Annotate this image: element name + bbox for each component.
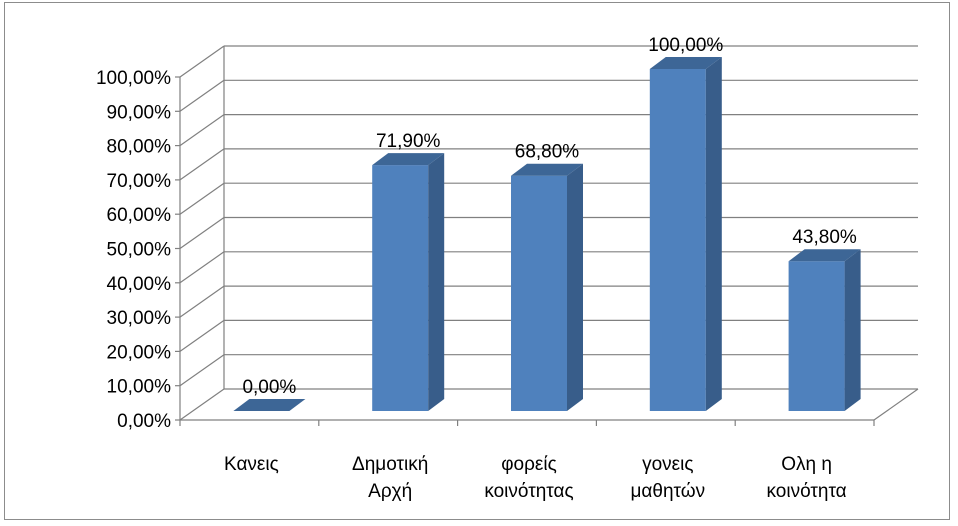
bar-front [511, 175, 567, 411]
y-tick-label: 0,00% [117, 411, 171, 432]
bar-side [844, 249, 861, 411]
bar [511, 163, 583, 411]
y-tick-label: 100,00% [96, 68, 171, 89]
bar [788, 249, 861, 411]
data-label: 68,80% [515, 142, 580, 163]
category-label: Κανεις [224, 454, 279, 475]
bar-side [705, 57, 722, 411]
data-label: 0,00% [242, 377, 296, 398]
y-tick-label: 30,00% [107, 308, 172, 329]
y-tick-label: 70,00% [107, 171, 172, 192]
gridline-diagonal [179, 217, 225, 249]
category-label: κοινότητας [484, 481, 573, 502]
bar-front [372, 165, 429, 411]
bar-front [788, 261, 845, 411]
bar-top [372, 153, 445, 166]
floor-edge [873, 388, 919, 421]
y-tick-label: 80,00% [107, 137, 172, 158]
y-axis-tick-labels: 0,00% 10,00% 20,00% 30,00% 40,00% 50,00% 60,00… [96, 68, 171, 432]
category-label: Ολη η [781, 454, 832, 475]
category-label: μαθητών [630, 481, 705, 502]
y-tick-label: 20,00% [107, 342, 172, 363]
gridline-diagonal [179, 251, 225, 284]
gridline-diagonal [179, 148, 225, 181]
category-label: Αρχή [368, 481, 412, 502]
y-tick-label: 40,00% [107, 274, 172, 295]
data-label: 100,00% [648, 35, 723, 56]
category-label: κοινότητα [767, 481, 847, 502]
bar [233, 399, 306, 411]
bar-top [788, 249, 861, 262]
data-label: 43,80% [792, 227, 857, 248]
bar [649, 57, 722, 411]
bar-top [511, 163, 583, 176]
gridline-diagonal [179, 114, 225, 147]
y-tick-label: 50,00% [107, 240, 172, 261]
data-label: 71,90% [376, 131, 441, 152]
bar-side [567, 163, 583, 411]
gridline-diagonal [179, 388, 225, 421]
bar-top [233, 399, 306, 411]
gridline-diagonal [179, 45, 225, 78]
bar-top [649, 57, 722, 69]
category-label: Δημοτική [352, 454, 428, 475]
gridline-diagonal [179, 354, 225, 387]
category-label: φορείς [501, 454, 557, 475]
gridline-diagonal [179, 285, 225, 318]
bar-front [649, 69, 706, 411]
y-tick-label: 10,00% [107, 377, 172, 398]
data-labels: 0,00% 71,90% 68,80% 100,00% 43,80% [242, 35, 856, 398]
gridline-diagonal [179, 79, 225, 112]
category-labels: Κανεις Δημοτική Αρχή φορείς κοινότητας γονεις… [224, 454, 847, 502]
gridline-diagonal [179, 319, 225, 352]
y-tick-label: 60,00% [107, 205, 172, 226]
bars [233, 57, 861, 412]
bar-side [428, 153, 445, 412]
bar [372, 153, 445, 412]
y-tick-label: 90,00% [107, 102, 172, 123]
gridline-diagonal [179, 182, 225, 215]
category-label: γονεις [642, 454, 693, 475]
